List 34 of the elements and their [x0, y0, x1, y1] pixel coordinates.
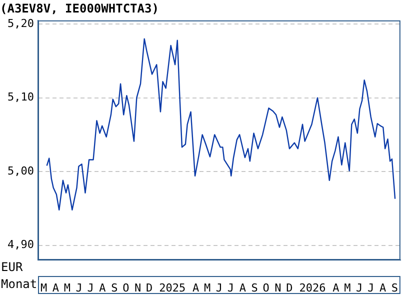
- x-tick-label: N: [134, 281, 142, 294]
- x-tick-label: S: [251, 281, 258, 294]
- x-tick-label: S: [111, 281, 118, 294]
- x-tick-label: D: [286, 281, 293, 294]
- x-tick-label: M: [64, 281, 71, 294]
- x-tick-label: J: [87, 281, 94, 294]
- x-tick-label: D: [146, 281, 153, 294]
- chart-title: (A3EV8V, IE000WHTCTA3): [0, 1, 159, 16]
- y-tick-label: 4,90: [8, 238, 34, 252]
- x-tick-label: A: [52, 281, 60, 294]
- x-tick-label: O: [262, 281, 270, 294]
- x-tick-label: J: [227, 281, 234, 294]
- x-tick-label: A: [332, 281, 340, 294]
- y-tick-label: 5,00: [8, 164, 34, 178]
- x-tick-label: J: [76, 281, 82, 294]
- x-tick-label: A: [379, 281, 386, 294]
- x-tick-label: J: [216, 281, 223, 294]
- x-tick-label: A: [99, 281, 106, 294]
- x-tick-label: 2025: [159, 281, 186, 294]
- x-tick-label: A: [192, 281, 200, 294]
- x-tick-label: A: [239, 281, 246, 294]
- x-tick-label: M: [204, 281, 211, 294]
- x-tick-label: 2026: [299, 281, 326, 294]
- x-tick-label: N: [274, 281, 282, 294]
- x-axis-title: Monat: [1, 277, 38, 292]
- y-axis-title: EUR: [1, 260, 24, 274]
- x-tick-label: O: [122, 281, 130, 294]
- x-tick-label: J: [356, 281, 363, 294]
- x-tick-label: S: [391, 281, 398, 294]
- x-tick-label: M: [40, 281, 48, 294]
- x-tick-label: J: [368, 281, 374, 294]
- x-tick-label: M: [344, 281, 352, 294]
- y-tick-label: 5,10: [8, 90, 34, 104]
- y-tick-label: 5,20: [8, 16, 34, 30]
